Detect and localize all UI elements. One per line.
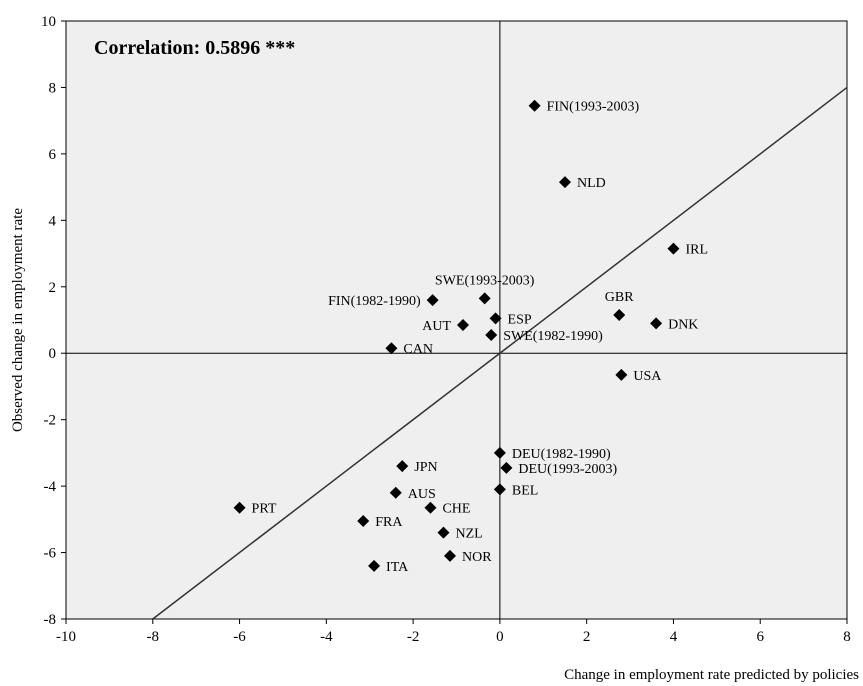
y-tick-label: -2	[44, 413, 57, 429]
point-label: FIN(1993-2003)	[547, 100, 640, 115]
data-point	[437, 526, 450, 539]
x-tick-label: -2	[407, 629, 420, 645]
fit-line	[152, 86, 848, 620]
y-tick-label: 2	[49, 280, 57, 296]
correlation-annotation: Correlation: 0.5896 ***	[94, 37, 295, 59]
data-point	[500, 461, 513, 474]
y-tick-label: 0	[49, 346, 57, 362]
y-tick-label: -4	[44, 479, 57, 495]
data-point	[396, 460, 409, 473]
point-label: JPN	[414, 460, 437, 475]
point-label: DEU(1993-2003)	[518, 462, 617, 477]
data-point	[650, 317, 663, 330]
point-label: SWE(1982-1990)	[503, 329, 603, 344]
point-label: DNK	[668, 317, 698, 332]
x-tick-label: -10	[56, 629, 76, 645]
data-point	[615, 368, 628, 381]
data-point	[478, 292, 491, 305]
point-label: ESP	[508, 312, 532, 327]
y-tick-label: 8	[49, 80, 57, 96]
point-label: NLD	[577, 176, 606, 191]
x-tick-label: 6	[756, 629, 764, 645]
point-label: DEU(1982-1990)	[512, 447, 611, 462]
x-tick-label: 4	[670, 629, 678, 645]
data-point	[357, 514, 370, 527]
point-label: CHE	[442, 502, 470, 517]
data-point	[424, 501, 437, 514]
y-tick-label: -6	[44, 546, 57, 562]
point-label: AUS	[408, 487, 436, 502]
point-label: SWE(1993-2003)	[435, 273, 535, 288]
x-tick-label: 8	[843, 629, 851, 645]
data-point	[493, 483, 506, 496]
point-label: PRT	[252, 502, 277, 517]
x-tick-label: -6	[233, 629, 246, 645]
data-point	[385, 342, 398, 355]
data-point	[493, 446, 506, 459]
y-tick-label: 6	[49, 147, 57, 163]
point-label: IRL	[685, 243, 708, 258]
point-label: NZL	[455, 527, 482, 542]
data-point	[489, 312, 502, 325]
x-tick-label: 0	[496, 629, 504, 645]
point-label: GBR	[605, 290, 634, 305]
data-point	[613, 309, 626, 322]
x-tick-label: -4	[320, 629, 333, 645]
data-point	[558, 176, 571, 189]
point-label: USA	[633, 369, 662, 384]
data-point	[389, 486, 402, 499]
point-label: ITA	[386, 560, 409, 575]
y-tick-label: 4	[49, 213, 57, 229]
point-label: AUT	[422, 319, 451, 334]
data-point	[443, 549, 456, 562]
data-point	[426, 294, 439, 307]
x-tick-label: 2	[583, 629, 591, 645]
point-label: FRA	[375, 515, 403, 530]
point-label: FIN(1982-1990)	[328, 294, 421, 309]
point-label: NOR	[462, 550, 492, 565]
point-label: BEL	[512, 483, 538, 498]
data-point	[368, 559, 381, 572]
plot-area	[65, 20, 848, 620]
y-tick-label: -8	[44, 612, 57, 628]
x-tick-label: -8	[147, 629, 160, 645]
data-point	[233, 501, 246, 514]
data-point	[528, 99, 541, 112]
y-tick-label: 10	[41, 14, 56, 30]
y-axis-title: Observed change in employment rate	[10, 208, 26, 432]
data-point	[667, 242, 680, 255]
data-point	[457, 318, 470, 331]
x-axis-title: Change in employment rate predicted by p…	[564, 667, 859, 683]
point-label: CAN	[403, 342, 433, 357]
data-point	[485, 328, 498, 341]
